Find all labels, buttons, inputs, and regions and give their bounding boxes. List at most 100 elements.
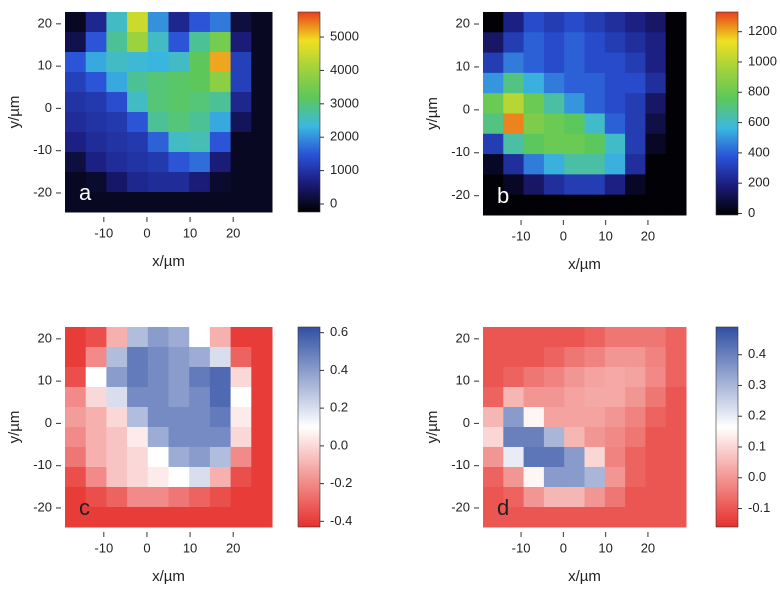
heatmap-cell [665, 406, 687, 428]
heatmap-cell [147, 31, 169, 53]
y-axis-label: y/µm [424, 411, 441, 444]
heatmap-cell [189, 346, 211, 368]
heatmap-cell [147, 71, 169, 93]
heatmap-cell [584, 446, 606, 468]
heatmap-cell [584, 194, 606, 216]
heatmap-cell [189, 446, 211, 468]
heatmap-cell [127, 91, 149, 113]
heatmap-cell [625, 72, 646, 94]
heatmap-cell [543, 326, 565, 348]
heatmap-cell [523, 72, 545, 94]
heatmap-cell [230, 111, 252, 133]
heatmap-cell [543, 113, 565, 135]
y-tick-label: -10 [451, 144, 470, 159]
heatmap-cell [85, 111, 107, 133]
heatmap-cell [127, 171, 149, 193]
colorbar-tick-label: 2000 [330, 129, 359, 144]
heatmap-cell [65, 71, 87, 93]
heatmap-cell [147, 11, 169, 33]
heatmap-cell [665, 133, 687, 155]
heatmap-cell [127, 51, 149, 73]
colorbar-tick-label: 800 [748, 84, 770, 99]
heatmap-cell [483, 133, 504, 155]
x-tick-label: 0 [560, 540, 567, 555]
heatmap-cell [251, 406, 273, 428]
heatmap-cell [127, 446, 149, 468]
heatmap-cell [604, 366, 626, 388]
heatmap-cell [503, 486, 525, 508]
heatmap-cell [127, 346, 149, 368]
heatmap-cell [230, 366, 252, 388]
heatmap-cell [645, 426, 667, 448]
heatmap-cell [645, 446, 667, 468]
heatmap-cell [106, 131, 128, 153]
heatmap-cell [584, 486, 606, 508]
heatmap-cell [147, 326, 169, 348]
y-tick-label: 10 [38, 58, 52, 73]
heatmap-cell [251, 506, 273, 528]
heatmap-cell [584, 426, 606, 448]
heatmap-cell [251, 51, 273, 73]
heatmap-cell [106, 506, 128, 528]
colorbar-tick-label: 5000 [330, 28, 359, 43]
colorbar-tick-label: 0.2 [330, 400, 348, 415]
heatmap-cell [523, 426, 545, 448]
heatmap-cell [543, 426, 565, 448]
heatmap-cell [543, 386, 565, 408]
heatmap-cell [584, 174, 606, 196]
colorbar-tick-label: 400 [748, 144, 770, 159]
heatmap-cell [106, 11, 128, 33]
heatmap-cell [65, 466, 87, 488]
heatmap-cell [251, 151, 273, 173]
y-tick-label: 20 [456, 15, 470, 30]
heatmap-cell [584, 154, 606, 175]
heatmap-cell [523, 406, 545, 428]
colorbar-tick-label: 0 [748, 205, 755, 220]
heatmap-cell [168, 11, 190, 33]
heatmap-cell [564, 11, 585, 33]
y-axis-label: y/µm [424, 97, 441, 130]
heatmap-cell [251, 71, 273, 93]
heatmap-cell [503, 52, 525, 74]
heatmap-cell [230, 91, 252, 113]
heatmap-cell [209, 346, 232, 368]
x-tick-label: 10 [598, 540, 612, 555]
heatmap-cell [543, 346, 565, 368]
heatmap-cell [251, 466, 273, 488]
heatmap-cell [65, 111, 87, 133]
heatmap-cell [251, 131, 273, 153]
heatmap-cell [85, 406, 107, 428]
heatmap-cell [645, 366, 667, 388]
heatmap-cell [645, 113, 667, 135]
heatmap-cell [127, 506, 149, 528]
x-tick-label: 0 [143, 225, 150, 240]
heatmap-cell [543, 406, 565, 428]
heatmap-cell [189, 151, 211, 173]
heatmap-cell [147, 191, 169, 213]
heatmap-cell [147, 366, 169, 388]
heatmap-cell [604, 326, 626, 348]
heatmap-cell [168, 386, 190, 408]
heatmap-cell [85, 506, 107, 528]
heatmap-cell [584, 346, 606, 368]
heatmap-cell [503, 326, 525, 348]
heatmap-cell [189, 406, 211, 428]
y-tick-label: 0 [463, 415, 470, 430]
heatmap-cell [604, 406, 626, 428]
heatmap-cell [168, 151, 190, 173]
heatmap-cell [251, 386, 273, 408]
heatmap-cell [564, 154, 585, 175]
heatmap-cell [645, 32, 667, 54]
heatmap-cell [85, 131, 107, 153]
heatmap-cell [665, 506, 687, 528]
heatmap-cell [147, 406, 169, 428]
heatmap-cell [523, 506, 545, 528]
heatmap-cell [523, 194, 545, 216]
heatmap-cell [85, 31, 107, 53]
x-tick-label: 0 [560, 228, 567, 243]
heatmap-cell [230, 426, 252, 448]
heatmap-cell [168, 91, 190, 113]
heatmap-cell [483, 326, 504, 348]
heatmap-cell [189, 11, 211, 33]
heatmap-cell [503, 346, 525, 368]
